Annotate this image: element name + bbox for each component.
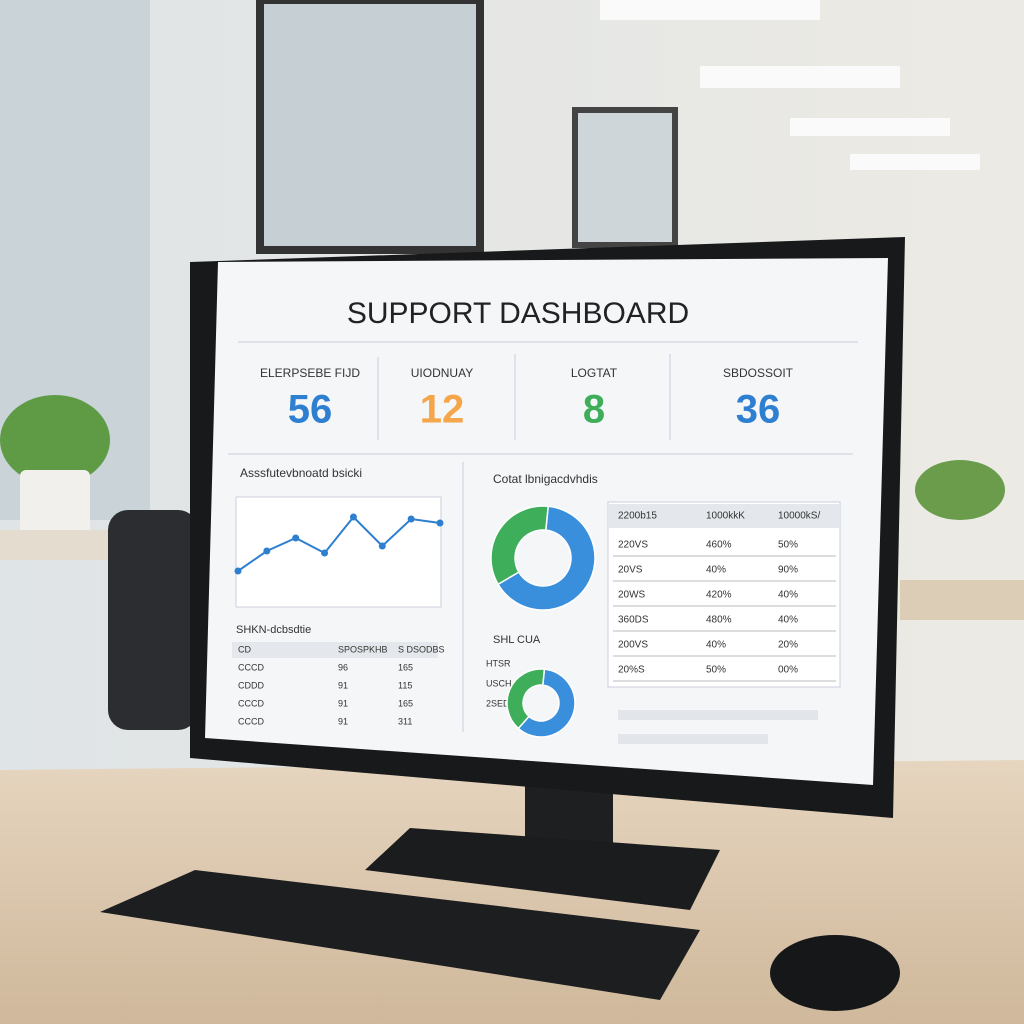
window: [256, 0, 484, 254]
table-cell: CCCD: [238, 662, 264, 672]
kpi-label: UIODNUAY: [411, 366, 473, 380]
dashboard: SUPPORT DASHBOARD ELERPSEBE FIJD 56 UIODNU…: [228, 297, 858, 744]
table-cell: 96: [338, 662, 348, 672]
chart-title: SHL CUA: [493, 634, 541, 646]
side-desk: [900, 580, 1024, 620]
table-cell: 50%: [706, 665, 726, 676]
donut-label: HTSR: [486, 658, 511, 668]
monitor-base: [365, 828, 720, 910]
kpi-label: LOGTAT: [571, 366, 618, 380]
table-cell: 91: [338, 680, 348, 690]
donut-segment: [517, 668, 576, 738]
table-header-bg: [608, 504, 840, 528]
table-header: 2200b15: [618, 511, 657, 522]
table-cell: 480%: [706, 615, 732, 626]
table-cell: 115: [398, 680, 412, 690]
table-cell: 460%: [706, 540, 732, 551]
table-cell: 40%: [778, 615, 798, 626]
placeholder-bar: [618, 734, 768, 744]
donut-label: USCH: [486, 678, 512, 688]
window: [572, 107, 678, 248]
kpi-label: ELERPSEBE FIJD: [260, 366, 360, 380]
line-point: [234, 567, 242, 575]
table-header: S DSODBS: [398, 644, 445, 654]
table-cell: 20WS: [618, 590, 646, 601]
table-cell: 20%S: [618, 665, 645, 676]
table-header: SPOSPKHB: [338, 644, 388, 654]
line-point: [263, 547, 271, 555]
pot: [20, 470, 90, 540]
table-cell: 360DS: [618, 615, 649, 626]
plant: [0, 395, 110, 485]
line-point: [349, 513, 357, 521]
table-cell: 90%: [778, 565, 798, 576]
kpi-value: 8: [583, 388, 605, 432]
chart-title: Asssfutevbnoatd bsicki: [240, 466, 362, 480]
kpi-value: 56: [288, 388, 333, 432]
table-header: 10000kS/: [778, 511, 820, 522]
table-cell: 40%: [706, 565, 726, 576]
table-cell: 50%: [778, 540, 798, 551]
line-point: [292, 534, 300, 542]
table-cell: 20VS: [618, 565, 643, 576]
donut-label: 2SED: [486, 698, 510, 708]
ceiling-light: [600, 0, 820, 20]
table-header-bg: [232, 642, 438, 658]
donut-segment: [497, 505, 596, 611]
table-cell: 220VS: [618, 540, 648, 551]
line-point: [321, 549, 329, 557]
table-cell: 165: [398, 662, 413, 672]
table-cell: CCCD: [238, 698, 264, 708]
ceiling-light: [850, 154, 980, 170]
mouse: [770, 935, 900, 1011]
table-cell: 40%: [706, 640, 726, 651]
table-header: CD: [238, 644, 251, 654]
line-point: [407, 515, 415, 523]
keyboard: [100, 870, 700, 1000]
table-cell: CDDD: [238, 680, 264, 690]
dashboard-title: SUPPORT DASHBOARD: [347, 297, 689, 330]
table-cell: 165: [398, 698, 413, 708]
table-cell: 91: [338, 698, 348, 708]
table-cell: 20%: [778, 640, 798, 651]
donut-segment: [490, 505, 550, 586]
table-cell: 91: [338, 716, 348, 726]
donut-segment: [506, 668, 546, 730]
line-point: [436, 519, 444, 527]
placeholder-bar: [618, 710, 818, 720]
line: [237, 515, 441, 572]
table-cell: CCCD: [238, 716, 264, 726]
table-cell: 200VS: [618, 640, 648, 651]
table-cell: 00%: [778, 665, 798, 676]
kpi-value: 12: [420, 388, 465, 432]
ceiling-light: [700, 66, 900, 88]
table-cell: 40%: [778, 590, 798, 601]
table-cell: 420%: [706, 590, 732, 601]
desk: [0, 760, 1024, 1024]
kpi-value: 36: [736, 388, 781, 432]
table-cell: 311: [398, 716, 412, 726]
chart-title: Cotat lbnigacdvhdis: [493, 472, 598, 486]
chair: [108, 510, 198, 730]
ceiling-light: [790, 118, 950, 136]
plant: [915, 460, 1005, 520]
table-header: 1000kkK: [706, 511, 745, 522]
line-point: [378, 542, 386, 550]
table-title: SHKN-dcbsdtie: [236, 624, 311, 636]
kpi-label: SBDOSSOIT: [723, 366, 794, 380]
